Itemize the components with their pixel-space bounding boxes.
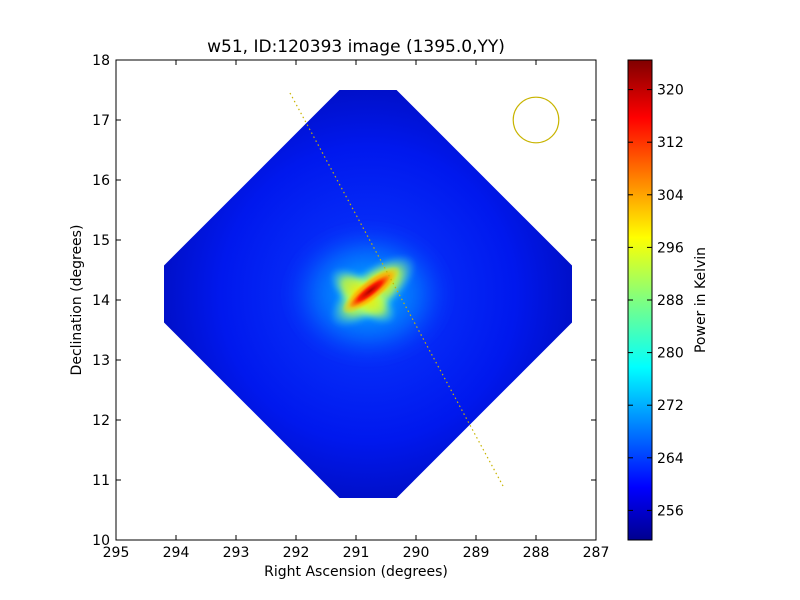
colorbar-tick-label: 264 [657, 451, 684, 467]
y-tick-label: 10 [92, 533, 110, 549]
colorbar-tick-label: 272 [657, 398, 684, 414]
x-tick-label: 290 [403, 545, 430, 561]
x-tick-label: 291 [343, 545, 370, 561]
chart-title: w51, ID:120393 image (1395.0,YY) [207, 37, 505, 57]
y-tick-label: 11 [92, 473, 110, 489]
y-tick-label: 14 [92, 293, 110, 309]
y-tick-label: 13 [92, 353, 110, 369]
source-core [349, 274, 391, 308]
y-tick-label: 12 [92, 413, 110, 429]
y-axis-label: Declination (degrees) [69, 225, 85, 376]
colorbar-tick-label: 312 [657, 135, 684, 151]
y-tick-label: 16 [92, 173, 110, 189]
heatmap-image [164, 90, 572, 498]
x-tick-label: 289 [463, 545, 490, 561]
y-tick-label: 17 [92, 113, 110, 129]
colorbar-ticks: 256 264 272 280 288 296 304 312 320 [628, 83, 684, 519]
colorbar-tick-label: 280 [657, 346, 684, 362]
y-axis: 10 11 12 13 14 15 16 17 18 [92, 53, 596, 549]
x-tick-label: 295 [103, 545, 130, 561]
x-axis: 295 294 293 292 291 290 289 288 287 [103, 60, 610, 561]
colorbar-tick-label: 304 [657, 188, 684, 204]
colorbar-tick-label: 320 [657, 83, 684, 99]
x-tick-label: 294 [163, 545, 190, 561]
colorbar-tick-label: 288 [657, 293, 684, 309]
y-tick-label: 15 [92, 233, 110, 249]
x-tick-label: 293 [223, 545, 250, 561]
beam-circle [512, 96, 560, 144]
y-tick-label: 18 [92, 53, 110, 69]
colorbar-tick-label: 296 [657, 240, 684, 256]
colorbar-label: Power in Kelvin [693, 247, 709, 353]
x-axis-label: Right Ascension (degrees) [264, 564, 448, 580]
x-tick-label: 288 [523, 545, 550, 561]
x-tick-label: 287 [583, 545, 610, 561]
colorbar-tick-label: 256 [657, 503, 684, 519]
x-tick-label: 292 [283, 545, 310, 561]
bright-source [283, 224, 453, 364]
colorbar: 256 264 272 280 288 296 304 312 320 Power in Kel… [627, 59, 709, 541]
